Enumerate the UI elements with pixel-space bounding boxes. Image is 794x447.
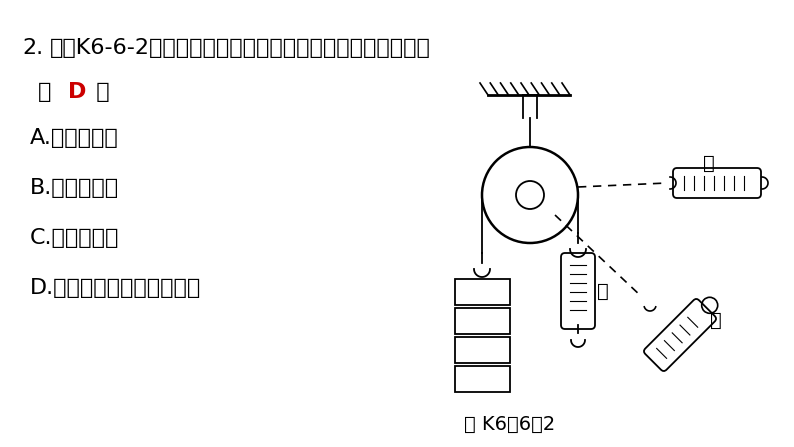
Text: C.　丙最省力: C. 丙最省力 [30, 228, 119, 248]
Text: 2.: 2. [22, 38, 43, 58]
Text: 图 K6－6－2: 图 K6－6－2 [464, 415, 556, 434]
Bar [454, 337, 510, 363]
Text: （: （ [38, 82, 66, 102]
Text: A.　甲最省力: A. 甲最省力 [30, 128, 119, 148]
Text: B.　乙最省力: B. 乙最省力 [30, 178, 119, 198]
Bar [454, 279, 510, 305]
Text: D.　三个力一样，且不省力: D. 三个力一样，且不省力 [30, 278, 201, 298]
Text: 丙: 丙 [703, 154, 715, 173]
Text: 甲: 甲 [597, 282, 609, 300]
Bar [454, 366, 510, 392]
Text: ）: ） [82, 82, 110, 102]
Text: 乙: 乙 [710, 311, 722, 329]
Bar [454, 308, 510, 334]
Text: 如图K6-6-2所示，用这个滑轮提起货物时，所用的三个力中: 如图K6-6-2所示，用这个滑轮提起货物时，所用的三个力中 [50, 38, 431, 58]
Text: D: D [68, 82, 87, 102]
